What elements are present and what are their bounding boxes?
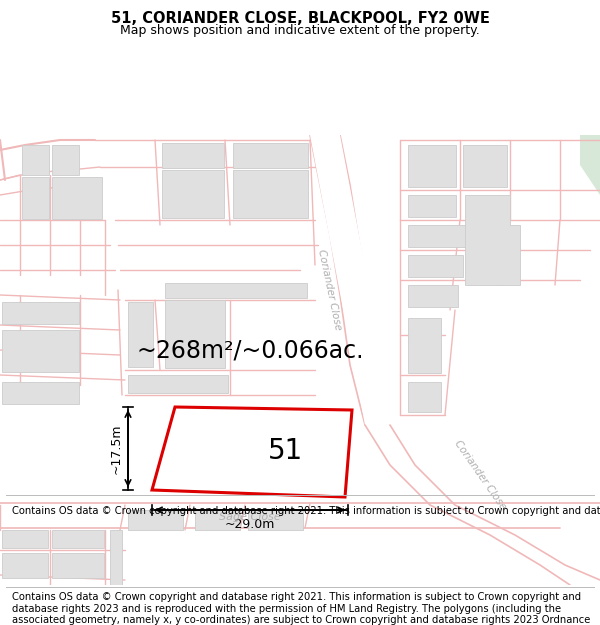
Text: Map shows position and indicative extent of the property.: Map shows position and indicative extent… [120,24,480,36]
Bar [408,382,441,412]
Text: 51, CORIANDER CLOSE, BLACKPOOL, FY2 0WE: 51, CORIANDER CLOSE, BLACKPOOL, FY2 0WE [110,11,490,26]
Bar [128,302,153,367]
Bar [408,225,508,247]
Bar [248,510,303,530]
Bar [165,283,307,298]
Bar [22,177,49,219]
Text: Sage Close: Sage Close [219,512,281,522]
Bar [408,255,463,277]
Bar [408,285,458,307]
Polygon shape [580,135,600,195]
Bar [408,318,441,373]
Bar [195,510,240,530]
Text: Coriander Close: Coriander Close [317,249,343,331]
Bar [2,330,79,372]
Bar [2,302,79,324]
Text: 51: 51 [268,437,304,465]
Bar [463,145,507,187]
Bar [162,143,224,168]
Bar [52,553,104,578]
Text: Coriander Close: Coriander Close [452,438,508,512]
Bar [52,177,102,219]
Bar [408,145,456,187]
Bar [52,530,104,548]
Text: ~268m²/~0.066ac.: ~268m²/~0.066ac. [136,338,364,362]
Text: Contains OS data © Crown copyright and database right 2021. This information is : Contains OS data © Crown copyright and d… [12,592,590,625]
Bar [2,382,79,404]
Text: ~17.5m: ~17.5m [110,423,122,474]
Bar [52,145,79,175]
Polygon shape [465,195,520,285]
Text: ~29.0m: ~29.0m [225,518,275,531]
Polygon shape [310,135,395,425]
Bar [162,170,224,218]
Bar [2,553,48,578]
Bar [2,530,48,548]
Bar [233,170,308,218]
Text: Contains OS data © Crown copyright and database right 2021. This information is : Contains OS data © Crown copyright and d… [12,506,600,516]
Bar [22,145,49,175]
Bar [165,300,225,368]
Bar [128,375,228,393]
Bar [233,143,308,168]
Bar [128,510,183,530]
Bar [110,530,122,590]
Bar [408,195,456,217]
